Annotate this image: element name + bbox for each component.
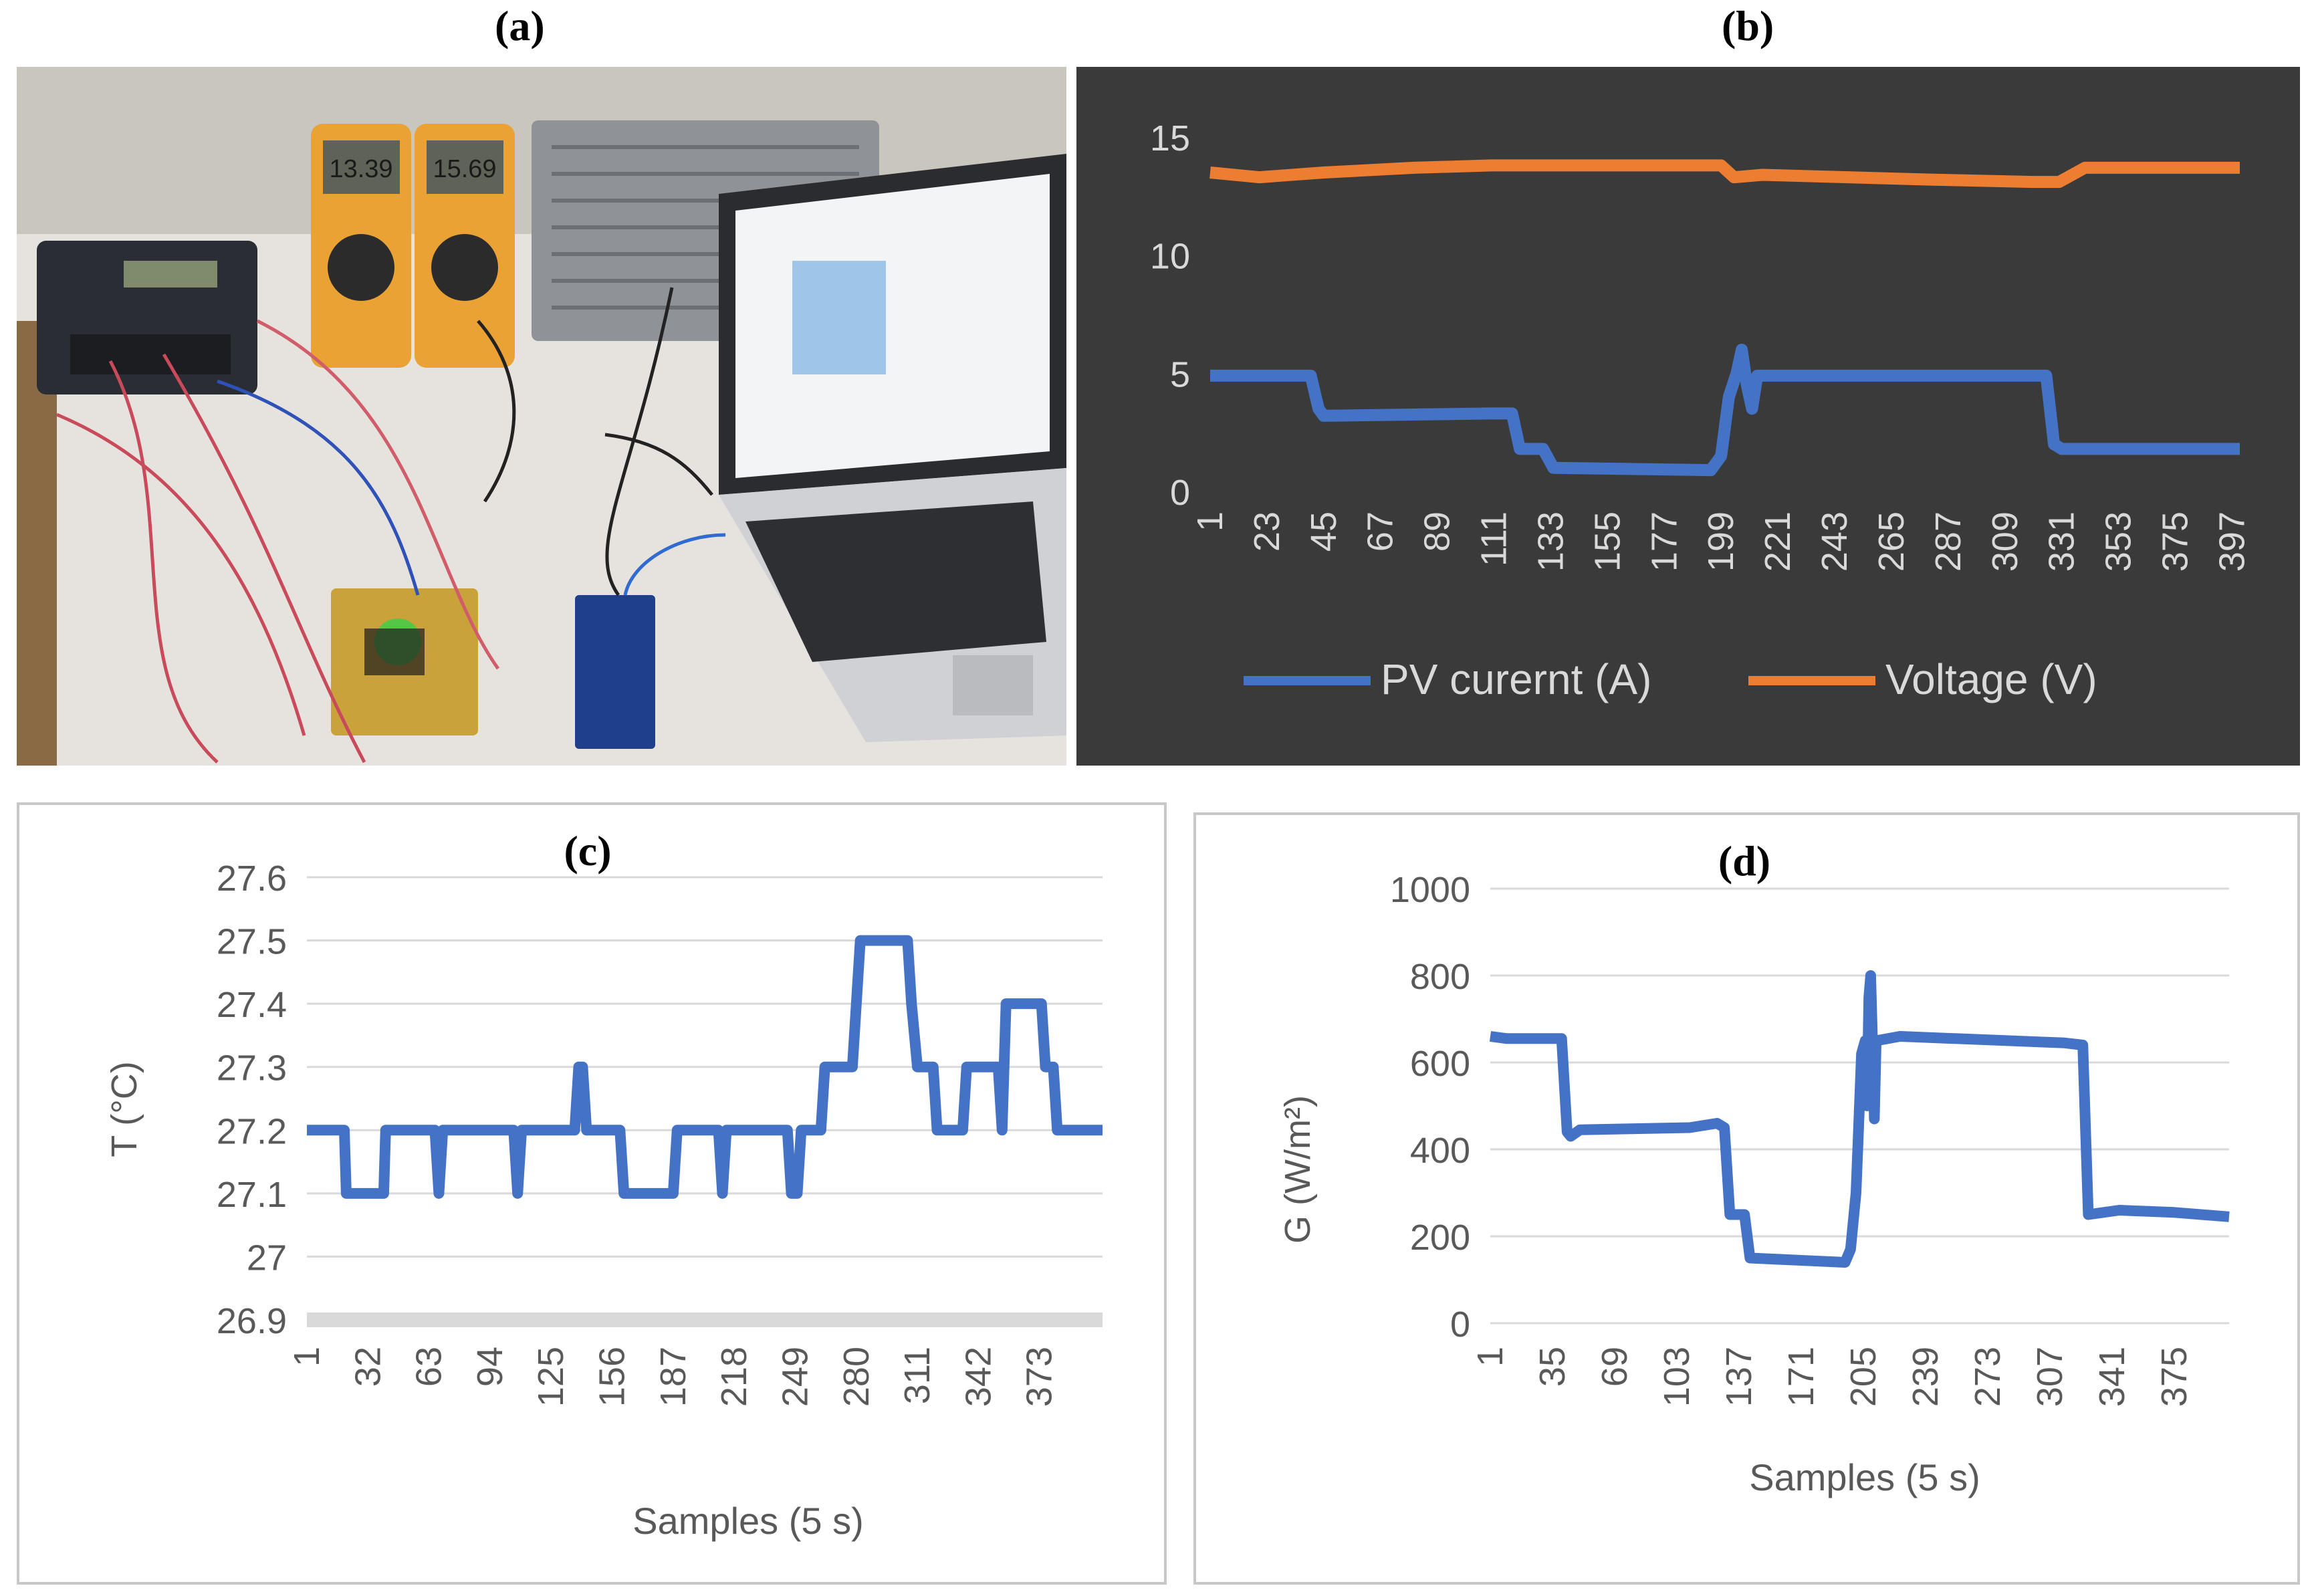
meter2-reading: 15.69 xyxy=(433,155,496,183)
series-line-pv-curernt-a xyxy=(1210,344,2240,477)
x-tick-label: 373 xyxy=(1020,1347,1060,1407)
x-tick-label: 353 xyxy=(2099,511,2139,572)
y-tick-label: 400 xyxy=(1410,1131,1470,1171)
chart-d-xlabel: Samples (5 s) xyxy=(1749,1456,1980,1498)
x-tick-label: 32 xyxy=(348,1347,388,1387)
y-tick-label: 10 xyxy=(1150,237,1190,277)
x-tick-label: 341 xyxy=(2092,1347,2132,1407)
x-tick-label: 63 xyxy=(409,1347,449,1387)
series-line-t xyxy=(307,935,1103,1199)
x-tick-label: 103 xyxy=(1657,1347,1697,1407)
chart-d: (d) 0 200 400 600 800 1000 1 35 69 103 137 171 205 2… xyxy=(1193,812,2300,1585)
x-tick-label: 156 xyxy=(592,1347,632,1407)
x-tick-label: 287 xyxy=(1928,511,1968,572)
x-tick-label: 309 xyxy=(1985,511,2025,572)
y-tick-label: 26.9 xyxy=(217,1301,287,1341)
x-tick-label: 249 xyxy=(775,1347,815,1407)
x-tick-label: 1 xyxy=(1190,511,1230,532)
y-tick-label: 5 xyxy=(1170,354,1190,394)
y-tick-label: 800 xyxy=(1410,957,1470,997)
chart-d-ylabel: G (W/m²) xyxy=(1278,1095,1318,1244)
legend-label-current: PV curernt (A) xyxy=(1381,655,1651,703)
y-tick-label: 27.6 xyxy=(217,859,287,899)
laptop xyxy=(719,154,1066,742)
y-tick-label: 15 xyxy=(1150,118,1190,158)
x-tick-label: 331 xyxy=(2042,511,2082,572)
chart-c-title: (c) xyxy=(564,827,611,875)
x-tick-label: 94 xyxy=(470,1347,510,1387)
x-tick-label: 205 xyxy=(1843,1347,1883,1407)
series-line-voltage-v xyxy=(1209,159,2240,189)
x-tick-label: 239 xyxy=(1905,1347,1946,1407)
arduino-board xyxy=(575,595,655,749)
y-tick-label: 27.5 xyxy=(217,922,287,962)
x-tick-label: 311 xyxy=(897,1347,937,1404)
x-tick-label: 125 xyxy=(531,1347,571,1407)
x-tick-label: 375 xyxy=(2154,1347,2194,1407)
x-tick-label: 243 xyxy=(1815,511,1855,572)
chart-b: 0 5 10 15 1 23 45 67 89 111 133 155 177 199 221 243 265… xyxy=(1076,67,2300,766)
x-tick-label: 69 xyxy=(1595,1347,1635,1387)
chart-b-svg: 0 5 10 15 1 23 45 67 89 111 133 155 177 199 221 243 265… xyxy=(1076,67,2300,766)
multimeter-2: 15.69 xyxy=(415,124,515,368)
x-tick-label: 111 xyxy=(1474,511,1514,566)
y-tick-label: 27 xyxy=(247,1238,287,1278)
x-tick-label: 133 xyxy=(1530,511,1571,572)
chart-c-ylabel: T (°C) xyxy=(104,1061,144,1157)
y-tick-label: 200 xyxy=(1410,1218,1470,1258)
x-tick-label: 265 xyxy=(1871,511,1912,572)
meter1-reading: 13.39 xyxy=(329,155,392,183)
chart-c: (c) 26.9 27 27.1 27.2 27.3 27.4 27.5 27.6 1 32 63… xyxy=(17,802,1167,1585)
y-tick-label: 27.3 xyxy=(217,1048,287,1089)
panel-label-b: (b) xyxy=(1722,2,1774,49)
x-tick-label: 1 xyxy=(1470,1347,1510,1367)
x-tick-label: 1 xyxy=(287,1347,327,1367)
chart-c-svg: (c) 26.9 27 27.1 27.2 27.3 27.4 27.5 27.6 1 32 63… xyxy=(104,827,1103,1542)
legend-label-voltage: Voltage (V) xyxy=(1885,655,2097,703)
x-tick-label: 375 xyxy=(2156,511,2196,572)
x-tick-label: 199 xyxy=(1701,511,1741,572)
x-tick-label: 218 xyxy=(714,1347,754,1407)
x-tick-label: 155 xyxy=(1587,511,1627,572)
y-tick-label: 27.2 xyxy=(217,1111,287,1151)
chart-b-legend: PV curernt (A) Voltage (V) xyxy=(1244,655,2097,703)
x-tick-label: 221 xyxy=(1758,511,1798,572)
y-tick-label: 27.1 xyxy=(217,1175,287,1215)
setup-photo: 13.39 15.69 xyxy=(17,67,1066,766)
chart-d-svg: (d) 0 200 400 600 800 1000 1 35 69 103 137 171 205 2… xyxy=(1278,837,2230,1498)
y-tick-label: 27.4 xyxy=(217,985,287,1025)
y-tick-label: 1000 xyxy=(1390,870,1470,910)
x-tick-label: 89 xyxy=(1417,511,1458,552)
x-tick-label: 23 xyxy=(1247,511,1287,552)
chart-b-background xyxy=(1076,67,2300,766)
x-tick-label: 45 xyxy=(1304,511,1344,552)
x-tick-label: 171 xyxy=(1781,1347,1821,1407)
x-tick-label: 280 xyxy=(836,1347,877,1407)
x-tick-label: 177 xyxy=(1644,511,1684,572)
multimeter-1: 13.39 xyxy=(311,124,411,368)
x-tick-label: 67 xyxy=(1361,511,1401,552)
chart-d-title: (d) xyxy=(1718,837,1770,885)
series-line-g xyxy=(1489,970,2230,1268)
x-tick-label: 187 xyxy=(653,1347,693,1407)
x-tick-label: 342 xyxy=(958,1347,998,1407)
setup-photo-illustration: 13.39 15.69 xyxy=(17,67,1066,766)
x-tick-label: 307 xyxy=(2030,1347,2070,1407)
y-tick-label: 600 xyxy=(1410,1044,1470,1084)
x-tick-label: 35 xyxy=(1532,1347,1573,1387)
x-tick-label: 273 xyxy=(1968,1347,2008,1407)
x-tick-label: 137 xyxy=(1719,1347,1759,1407)
x-tick-label: 397 xyxy=(2212,511,2252,572)
chart-c-xlabel: Samples (5 s) xyxy=(632,1500,863,1542)
y-tick-label: 0 xyxy=(1170,473,1190,513)
panel-label-a: (a) xyxy=(495,2,545,49)
y-tick-label: 0 xyxy=(1450,1304,1470,1345)
